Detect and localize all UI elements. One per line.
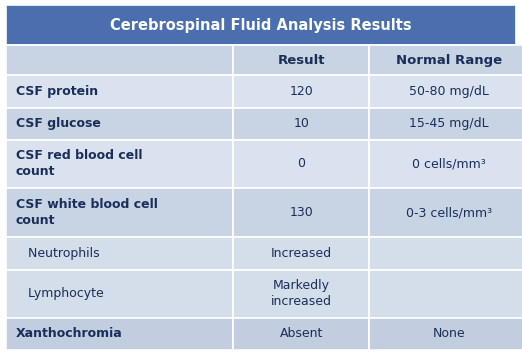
Bar (369, 318, 522, 350)
Text: Absent: Absent (279, 327, 323, 340)
Text: 130: 130 (289, 206, 313, 219)
Text: 10: 10 (293, 117, 309, 130)
Text: CSF glucose: CSF glucose (16, 117, 101, 130)
Text: Xanthochromia: Xanthochromia (16, 327, 123, 340)
Bar (369, 76, 522, 108)
Text: 0: 0 (297, 157, 305, 170)
Bar (233, 237, 369, 269)
Text: Markedly
increased: Markedly increased (271, 279, 331, 308)
Bar (369, 108, 522, 140)
Text: CSF red blood cell
count: CSF red blood cell count (16, 149, 142, 178)
Text: Cerebrospinal Fluid Analysis Results: Cerebrospinal Fluid Analysis Results (110, 18, 412, 33)
Text: Neutrophils: Neutrophils (16, 247, 99, 260)
Text: 120: 120 (289, 85, 313, 98)
Bar (6, 5, 516, 45)
Bar (6, 237, 233, 269)
Bar (369, 269, 522, 318)
Bar (369, 45, 522, 76)
Bar (369, 188, 522, 237)
Text: CSF protein: CSF protein (16, 85, 98, 98)
Text: Result: Result (278, 54, 325, 67)
Text: CSF white blood cell
count: CSF white blood cell count (16, 198, 158, 227)
Bar (6, 188, 233, 237)
Bar (6, 140, 233, 188)
Text: 15-45 mg/dL: 15-45 mg/dL (409, 117, 489, 130)
Bar (6, 76, 233, 108)
Bar (6, 269, 233, 318)
Bar (369, 237, 522, 269)
Text: Lymphocyte: Lymphocyte (16, 287, 103, 300)
Text: 0 cells/mm³: 0 cells/mm³ (412, 157, 485, 170)
Bar (233, 108, 369, 140)
Bar (233, 140, 369, 188)
Text: 50-80 mg/dL: 50-80 mg/dL (409, 85, 489, 98)
Bar (233, 188, 369, 237)
Bar (6, 318, 233, 350)
Bar (369, 140, 522, 188)
Bar (6, 45, 233, 76)
Bar (233, 45, 369, 76)
Text: Increased: Increased (270, 247, 332, 260)
Text: 0-3 cells/mm³: 0-3 cells/mm³ (406, 206, 492, 219)
Text: Normal Range: Normal Range (396, 54, 502, 67)
Bar (233, 269, 369, 318)
Bar (233, 318, 369, 350)
Text: None: None (432, 327, 465, 340)
Bar (233, 76, 369, 108)
Bar (6, 108, 233, 140)
